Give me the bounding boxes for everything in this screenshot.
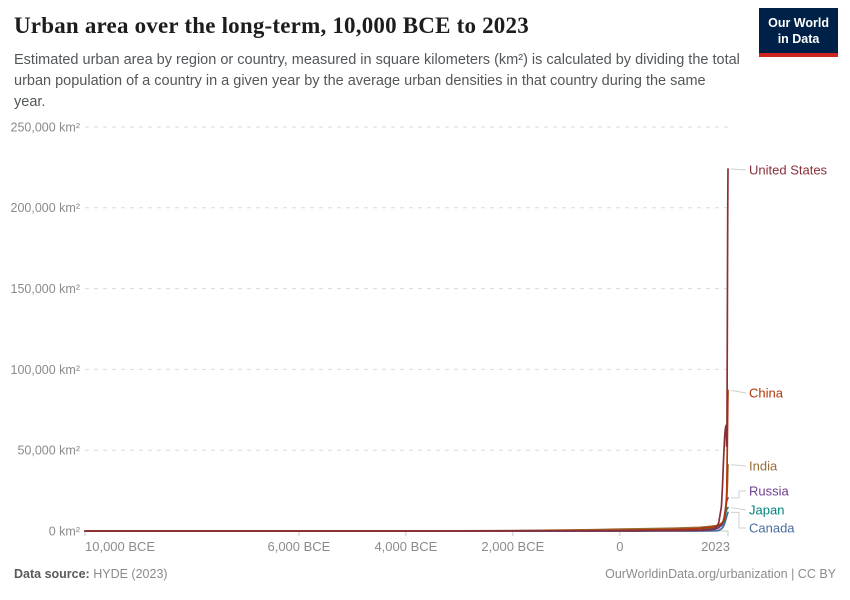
data-source-value[interactable]: HYDE (2023) [93,567,168,581]
series-label-india[interactable]: India [749,459,778,474]
x-tick-label: 10,000 BCE [85,539,155,554]
owid-logo[interactable]: Our World in Data [759,8,838,57]
chart-footer: Data source: HYDE (2023) OurWorldinData.… [0,567,850,581]
label-connector-china [730,389,747,394]
y-tick-label: 0 km² [49,524,80,538]
data-source: Data source: HYDE (2023) [14,567,168,581]
series-label-united-states[interactable]: United States [749,163,828,178]
line-india[interactable] [84,463,729,532]
series-label-canada[interactable]: Canada [749,521,795,536]
x-tick-label: 6,000 BCE [267,539,330,554]
line-china[interactable] [84,389,729,532]
urban-area-line-chart: 0 km² 50,000 km² 100,000 km² 150,000 km² 200… [11,120,828,554]
y-tick-label: 150,000 km² [11,282,80,296]
page-title: Urban area over the long-term, 10,000 BC… [14,13,529,38]
x-tick-label: 2,000 BCE [481,539,544,554]
owid-logo-line1: Our World [768,16,829,30]
x-tick-label: 4,000 BCE [374,539,437,554]
chart-subtitle: Estimated urban area by region or countr… [14,52,740,110]
data-source-label: Data source: [14,567,90,581]
y-tick-label: 250,000 km² [11,120,80,134]
y-tick-label: 200,000 km² [11,201,80,215]
x-tick-label: 0 [616,539,623,554]
y-tick-label: 100,000 km² [11,363,80,377]
line-japan[interactable] [84,506,729,532]
series-label-japan[interactable]: Japan [749,503,784,518]
label-connector-united-states [730,168,747,171]
y-tick-label: 50,000 km² [17,444,80,458]
series-label-china[interactable]: China [749,386,784,401]
label-connector-russia [731,490,746,499]
series-label-russia[interactable]: Russia [749,484,790,499]
line-united-states[interactable] [84,168,729,532]
line-russia[interactable] [84,497,729,532]
label-connector-canada [731,511,746,529]
x-tick-label: 2023 [701,539,730,554]
label-connector-japan [730,507,747,511]
owid-logo-line2: in Data [777,32,820,47]
license-credit[interactable]: OurWorldinData.org/urbanization | CC BY [605,567,836,581]
label-connector-india [730,464,747,467]
